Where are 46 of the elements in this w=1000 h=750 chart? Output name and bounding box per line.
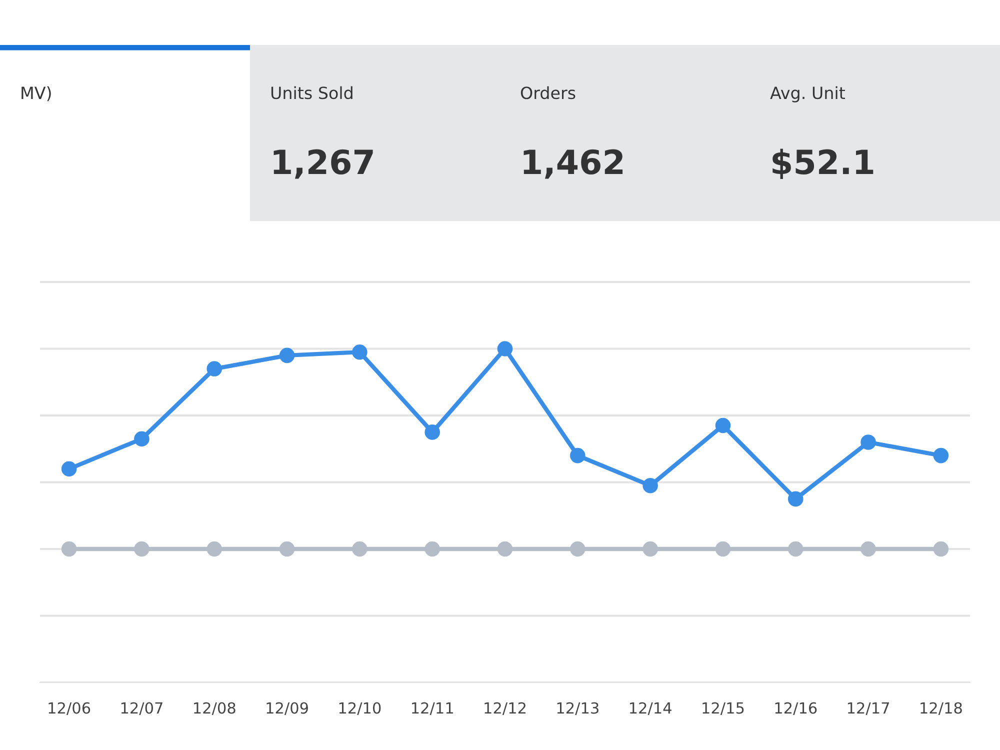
point: [206, 541, 222, 557]
x-tick-label: 12/17: [848, 702, 889, 715]
category-label: MV): [22, 86, 51, 102]
point: [497, 341, 513, 356]
point: [715, 418, 731, 434]
category-label: Orders: [520, 86, 576, 100]
point: [642, 541, 658, 557]
x-tick-label: 12/18: [920, 702, 962, 715]
x-tick-label: 12/06: [48, 702, 90, 715]
x-tick-label: 12/13: [557, 702, 598, 715]
x-tick-label: 12/14: [630, 702, 672, 715]
x-tick-label: 12/12: [484, 702, 526, 715]
point: [352, 541, 368, 557]
point: [61, 541, 77, 557]
point: [715, 541, 731, 557]
text: $52.1: [772, 148, 874, 179]
point: [933, 448, 949, 464]
point: [61, 461, 77, 477]
category-label: Avg. Unit: [770, 86, 845, 102]
point: [642, 478, 658, 494]
point: [206, 361, 222, 376]
point: [352, 344, 368, 360]
point: [279, 541, 295, 557]
point: [134, 541, 150, 557]
point: [570, 448, 586, 464]
x-tick-label: 12/09: [266, 702, 308, 715]
x-tick-label: 12/16: [775, 702, 817, 715]
point: [424, 541, 440, 557]
text: 1,267: [274, 149, 373, 179]
text: 1,462: [524, 149, 623, 179]
point: [860, 541, 876, 557]
point: [570, 541, 586, 557]
point: [424, 424, 440, 440]
x-tick-label: 12/07: [121, 702, 162, 715]
point: [788, 491, 804, 507]
x-tick-label: 12/08: [194, 702, 236, 715]
point: [279, 348, 295, 364]
point: [933, 541, 949, 557]
point: [788, 541, 804, 557]
x-tick-label: 12/15: [702, 702, 744, 715]
x-tick-label: 12/10: [339, 702, 381, 715]
point: [860, 434, 876, 450]
x-tick-label: 12/11: [412, 702, 453, 715]
point: [497, 541, 513, 557]
category-label: Units Sold: [271, 86, 352, 100]
point: [134, 431, 150, 447]
